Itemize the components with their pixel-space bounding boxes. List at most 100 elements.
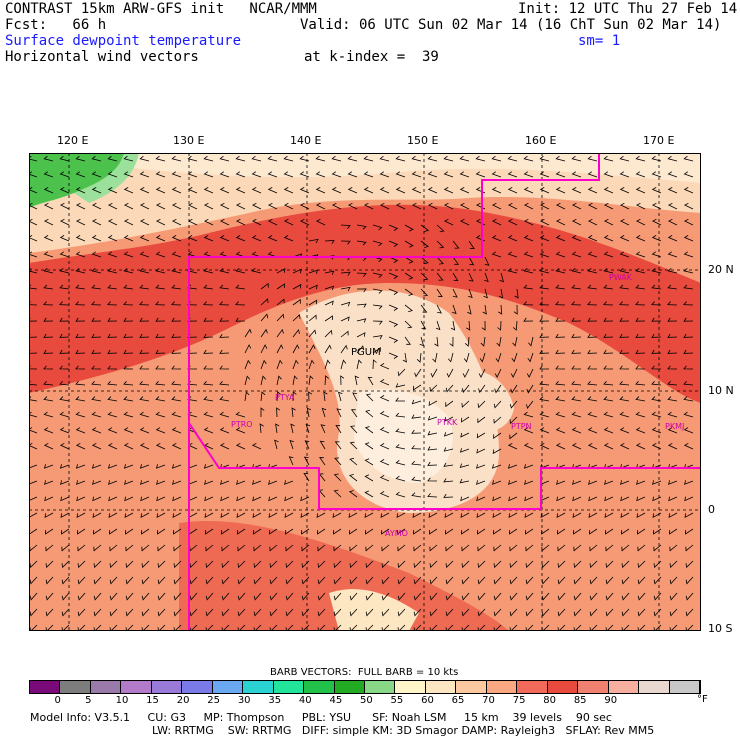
wind-barb	[460, 496, 470, 502]
wind-barb	[404, 272, 414, 280]
wind-barb	[372, 347, 381, 354]
wind-barb	[364, 458, 374, 466]
wind-barb	[29, 396, 38, 402]
wind-barb	[219, 171, 230, 178]
wind-barb	[587, 171, 598, 178]
wind-barb	[461, 544, 470, 552]
wind-barb	[508, 512, 518, 519]
wind-barb	[683, 171, 694, 178]
wind-barb	[509, 608, 518, 617]
lat-label: 10 N	[708, 384, 734, 397]
wind-barb	[555, 171, 566, 178]
wind-barb	[669, 528, 678, 535]
wind-barb	[333, 624, 342, 631]
wind-barb	[91, 349, 102, 354]
wind-barb	[509, 592, 518, 601]
wind-barb	[388, 352, 399, 359]
wind-barb	[284, 480, 294, 485]
wind-barb	[237, 560, 246, 569]
wind-barb	[414, 368, 422, 378]
wind-barb	[252, 512, 262, 519]
wind-barb	[285, 560, 294, 569]
wind-barb	[395, 187, 406, 194]
wind-barb	[93, 544, 102, 552]
wind-barb	[29, 576, 38, 585]
wind-barb	[475, 171, 486, 178]
wind-barb	[603, 301, 614, 306]
wind-barb	[171, 349, 182, 354]
wind-barb	[452, 256, 460, 265]
wind-barb	[525, 576, 534, 585]
wind-barb	[462, 368, 470, 378]
wind-barb	[171, 365, 182, 370]
wind-barb	[44, 202, 54, 210]
wind-barb	[571, 171, 582, 178]
wind-barb	[397, 576, 406, 585]
wind-barb	[92, 218, 102, 226]
colorbar-swatch	[669, 681, 700, 693]
wind-barb	[29, 411, 38, 418]
colorbar-tick-label: 75	[512, 695, 526, 706]
wind-barb	[91, 380, 102, 386]
wind-barb	[637, 576, 646, 585]
wind-barb	[604, 218, 614, 226]
wind-barb	[301, 544, 310, 552]
wind-barb	[524, 218, 534, 226]
wind-barb	[685, 544, 694, 552]
wind-barb	[125, 624, 134, 631]
wind-barb	[571, 301, 582, 306]
wind-barb	[171, 317, 182, 322]
wind-barb	[45, 576, 54, 585]
wind-barb	[308, 359, 315, 370]
wind-barb	[436, 256, 444, 265]
wind-barb	[413, 544, 422, 552]
wind-barb	[356, 240, 367, 246]
wind-barb	[556, 480, 566, 485]
wind-barb	[571, 396, 582, 402]
wind-barb	[324, 359, 331, 370]
wind-barb	[283, 171, 294, 178]
wind-barb	[283, 155, 294, 162]
wind-barb	[61, 624, 70, 631]
colorbar-tick-label: 85	[573, 695, 587, 706]
wind-barb	[123, 235, 134, 242]
wind-barb	[107, 317, 118, 322]
wind-barb	[427, 187, 438, 194]
wind-barb	[492, 202, 502, 210]
wind-barb	[205, 560, 214, 569]
wind-barb	[251, 267, 262, 274]
wind-barb	[667, 380, 678, 386]
wind-barb	[685, 576, 694, 585]
wind-barb	[235, 317, 246, 322]
wind-barb	[526, 368, 534, 378]
wind-barb	[637, 592, 646, 601]
lat-label: 20 N	[708, 263, 734, 276]
wind-barb	[539, 251, 550, 258]
wind-barb	[636, 480, 646, 485]
wind-barb	[59, 187, 70, 194]
wind-barb	[668, 496, 678, 502]
wind-barb	[685, 624, 694, 631]
wind-barb	[619, 301, 630, 306]
colorbar-swatch	[212, 681, 244, 693]
wind-barb	[444, 416, 454, 422]
wind-barb	[43, 442, 54, 450]
wind-barb	[443, 432, 454, 437]
wind-barb	[476, 480, 486, 485]
lon-label: 150 E	[407, 134, 439, 147]
wind-barb	[523, 284, 534, 290]
wind-barb	[587, 317, 598, 322]
wind-barb	[92, 512, 102, 519]
wind-barb	[372, 240, 383, 247]
wind-barb	[528, 336, 534, 347]
wind-barb	[445, 544, 454, 552]
colorbar-tick-label: 70	[482, 695, 495, 706]
wind-barb	[388, 224, 399, 231]
colorbar-tick-label: 90	[604, 695, 618, 706]
wind-barb	[635, 333, 646, 338]
wind-barb	[588, 480, 598, 485]
wind-barb	[252, 218, 262, 226]
wind-barb	[379, 155, 390, 162]
wind-barb	[251, 187, 262, 194]
wind-barb	[91, 427, 102, 434]
